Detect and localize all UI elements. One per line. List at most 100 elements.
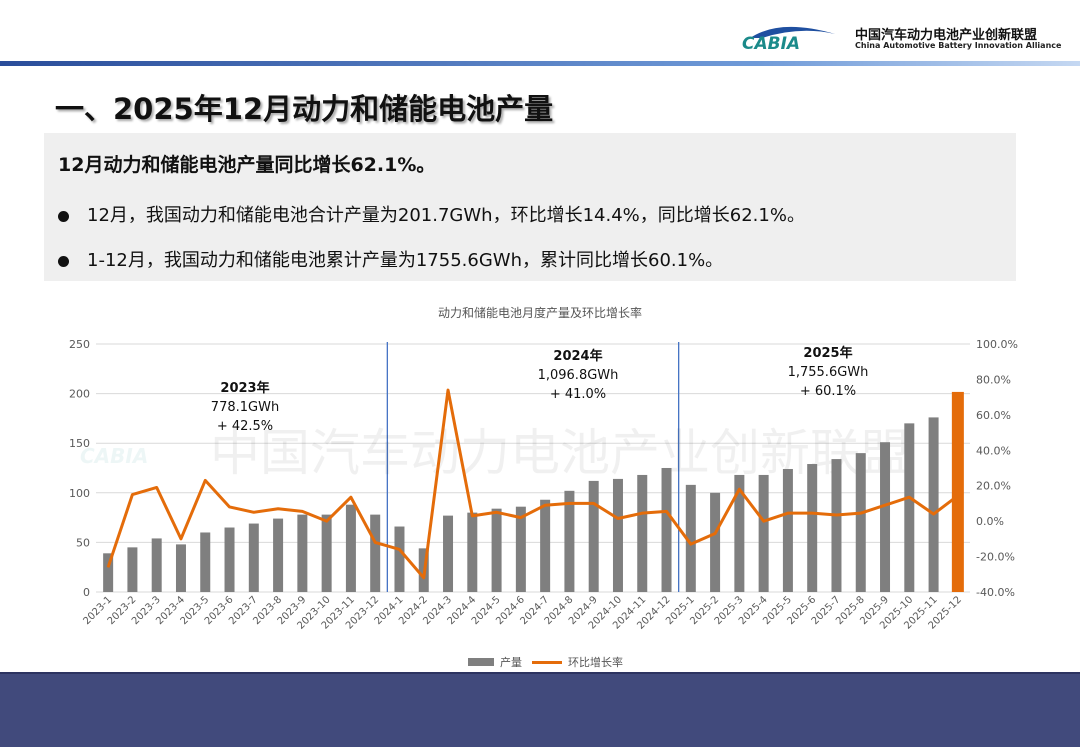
line-point-2025-4 (763, 520, 765, 522)
line-point-2024-4 (471, 515, 473, 517)
line-point-2024-2 (423, 577, 425, 579)
bullet-text: 12月，我国动力和储能电池合计产量为201.7GWh，环比增长14.4%，同比增… (87, 205, 805, 226)
bar-2024-11 (637, 474, 648, 592)
bar-2023-6 (224, 527, 235, 592)
y-left-tick-label: 200 (69, 388, 90, 401)
y-left-tick-label: 100 (69, 487, 90, 500)
bar-2024-9 (588, 480, 599, 592)
line-point-2025-3 (738, 488, 740, 490)
mom-growth-line (106, 388, 959, 580)
annotation-year: 2025年 (803, 345, 852, 361)
y-right-tick-label: 0.0% (976, 515, 1004, 528)
line-point-2025-5 (787, 512, 789, 514)
bar-2023-9 (297, 514, 308, 592)
y-left-tick-label: 0 (83, 586, 90, 599)
bar-2024-10 (612, 478, 623, 592)
y-right-tick-label: 20.0% (976, 480, 1011, 493)
y-right-tick-label: 100.0% (976, 338, 1018, 351)
annotation-growth: + 42.5% (217, 419, 273, 434)
line-point-2024-7 (544, 504, 546, 506)
bar-2025-1 (685, 484, 696, 592)
bar-2023-1 (103, 553, 114, 592)
chart-title: 动力和储能电池月度产量及环比增长率 (437, 306, 642, 320)
summary-bullet: 1-12月，我国动力和储能电池累计产量为1755.6GWh，累计同比增长60.1… (58, 246, 723, 272)
annotation-growth: + 41.0% (550, 387, 606, 402)
line-point-2023-8 (277, 508, 279, 510)
bar-2023-7 (248, 523, 259, 592)
org-name-cn: 中国汽车动力电池产业创新联盟 (855, 28, 1038, 43)
annotation-total: 1,755.6GWh (788, 365, 869, 380)
bar-2024-3 (443, 515, 454, 592)
bar-2024-7 (540, 499, 551, 592)
bar-2025-10 (904, 423, 915, 592)
bar-2024-8 (564, 490, 575, 592)
bar-2023-11 (345, 504, 356, 592)
line-point-2024-10 (617, 517, 619, 519)
line-point-2023-5 (204, 479, 206, 481)
watermark: 中国汽车动力电池产业创新联盟 (210, 424, 910, 482)
bar-2025-7 (831, 459, 842, 592)
bullet-icon (58, 255, 69, 267)
y-left-tick-label: 150 (69, 437, 90, 450)
legend-bar-swatch (468, 658, 494, 666)
y-right-tick-label: 40.0% (976, 444, 1011, 457)
page-title: 一、2025年12月动力和储能电池产量 (55, 92, 554, 126)
bar-2023-10 (321, 514, 332, 592)
line-point-2023-7 (253, 511, 255, 513)
line-point-2023-11 (350, 496, 352, 498)
bar-2025-11 (928, 417, 939, 592)
annotation-growth: + 60.1% (800, 384, 856, 399)
line-point-2023-10 (326, 520, 328, 522)
bar-2025-9 (880, 442, 891, 592)
line-point-2025-9 (884, 504, 886, 506)
bar-2025-2 (710, 492, 721, 592)
y-right-tick-label: 80.0% (976, 373, 1011, 386)
bar-2023-2 (127, 547, 138, 592)
chart: 0 50 100 150 200 250 -40.0% -20.0% 0.0% 20.0% 40.0… (69, 338, 1018, 632)
line-point-2024-9 (593, 502, 595, 504)
bar-2024-12 (661, 468, 672, 592)
watermark-logo: CABIA (80, 444, 148, 468)
line-point-2023-12 (374, 541, 376, 543)
line-point-2025-2 (714, 533, 716, 535)
bar-2025-8 (855, 453, 866, 592)
line-point-2024-8 (568, 502, 570, 504)
line-point-2025-10 (908, 496, 910, 498)
line-point-2025-8 (860, 512, 862, 514)
annotation-year: 2023年 (220, 380, 269, 396)
summary-bullet: 12月，我国动力和储能电池合计产量为201.7GWh，环比增长14.4%，同比增… (58, 201, 805, 227)
annotation-total: 1,096.8GWh (538, 368, 619, 383)
bar-2025-12 (951, 391, 964, 592)
summary-box (44, 133, 1016, 281)
bar-2023-12 (370, 514, 381, 592)
annotation-year: 2024年 (553, 348, 602, 364)
legend-label-production: 产量 (500, 656, 522, 669)
line-point-2025-11 (933, 513, 935, 515)
footer-band (0, 672, 1080, 747)
org-name-en: China Automotive Battery Innovation Alli… (855, 41, 1062, 50)
line-point-2023-1 (107, 566, 109, 568)
bar-2025-5 (782, 468, 793, 592)
bar-2023-5 (200, 532, 211, 592)
svg-text:CABIA: CABIA (742, 34, 800, 52)
line-point-2024-1 (398, 548, 400, 550)
legend-line-swatch (532, 660, 562, 664)
line-point-2023-4 (180, 538, 182, 540)
annotation-total: 778.1GWh (211, 400, 279, 415)
bar-2023-4 (175, 544, 186, 592)
bar-2024-1 (394, 526, 405, 592)
y-left-tick-label: 50 (76, 536, 90, 549)
line-point-2024-5 (496, 511, 498, 513)
bar-2023-8 (273, 518, 284, 592)
line-point-2023-3 (156, 486, 158, 488)
legend-label-mom-growth: 环比增长率 (568, 656, 623, 669)
bar-2024-4 (467, 512, 478, 592)
bar-2024-5 (491, 508, 502, 592)
line-point-2025-6 (811, 512, 813, 514)
bar-2025-6 (807, 464, 818, 592)
bullet-icon (58, 210, 69, 222)
line-point-2023-2 (131, 494, 133, 496)
bar-2025-4 (758, 474, 769, 592)
line-point-2024-6 (520, 517, 522, 519)
line-point-2024-12 (666, 510, 668, 512)
